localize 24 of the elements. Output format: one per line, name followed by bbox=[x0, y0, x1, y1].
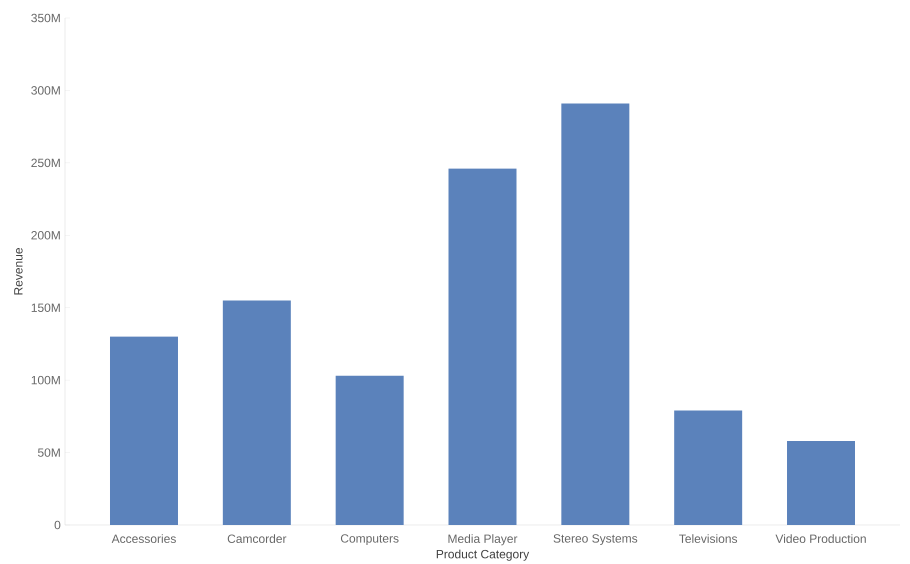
y-tick-label: 350M bbox=[31, 14, 60, 22]
bar bbox=[336, 376, 404, 525]
bar bbox=[787, 440, 856, 525]
y-tick-label: 250M bbox=[31, 158, 60, 168]
y-tick-label: 200M bbox=[31, 231, 60, 240]
bar bbox=[561, 103, 630, 525]
y-tick-label: 50M bbox=[38, 448, 60, 457]
x-tick-label: Stereo Systems bbox=[554, 534, 638, 546]
bar bbox=[222, 300, 291, 525]
x-tick-label: Camcorder bbox=[228, 534, 286, 543]
y-tick-label: 0 bbox=[54, 520, 60, 530]
y-axis-title: Revenue bbox=[14, 248, 23, 295]
y-tick-label: 150M bbox=[32, 303, 60, 312]
y-tick-label: 100M bbox=[32, 376, 60, 384]
x-tick-label: Computers bbox=[340, 534, 399, 546]
x-axis-title: Product Category bbox=[436, 550, 530, 561]
y-tick-label: 300M bbox=[31, 86, 60, 95]
x-tick-label: Video Production bbox=[775, 534, 866, 543]
bar bbox=[110, 336, 178, 525]
bar bbox=[674, 410, 742, 525]
x-tick-label: Media Player bbox=[448, 534, 518, 546]
x-tick-label: Televisions bbox=[679, 534, 738, 543]
bar bbox=[448, 168, 517, 525]
x-tick-label: Accessories bbox=[112, 534, 176, 543]
